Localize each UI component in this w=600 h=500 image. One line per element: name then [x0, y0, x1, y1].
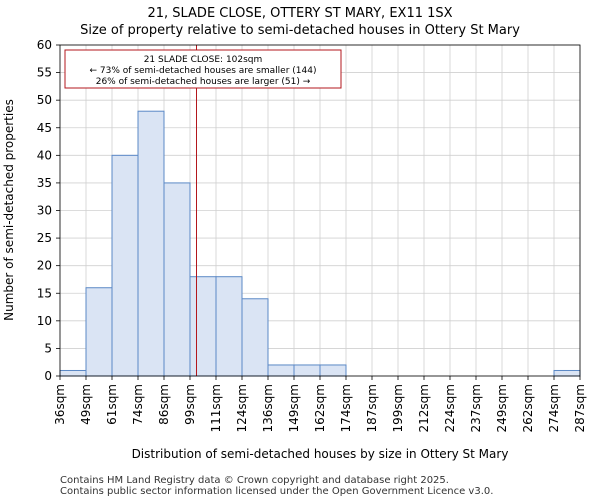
bar: [59, 369, 87, 377]
x-tick-label: 149sqm: [287, 384, 301, 432]
y-tick-label: 55: [37, 66, 52, 80]
y-tick-label: 20: [37, 259, 52, 273]
chart-subtitle: Size of property relative to semi-detach…: [80, 23, 520, 38]
bar: [319, 364, 347, 377]
x-tick-label: 212sqm: [417, 384, 431, 432]
x-tick-label: 249sqm: [495, 384, 509, 432]
bar: [267, 364, 295, 377]
x-tick-label: 187sqm: [365, 384, 379, 432]
bar: [189, 276, 217, 377]
x-tick-label: 224sqm: [443, 384, 457, 432]
bar: [553, 369, 581, 377]
x-tick-label: 199sqm: [391, 384, 405, 432]
y-axis-label: Number of semi-detached properties: [2, 99, 16, 321]
bar: [241, 298, 269, 377]
chart-title: 21, SLADE CLOSE, OTTERY ST MARY, EX11 1S…: [147, 6, 452, 21]
y-tick-label: 35: [37, 176, 52, 190]
x-tick-label: 136sqm: [261, 384, 275, 432]
x-ticks: 36sqm 49sqm 61sqm 74sqm 86sqm 99sqm 111sqm 124s…: [53, 376, 587, 432]
y-tick-label: 50: [37, 93, 52, 107]
x-tick-label: 36sqm: [53, 384, 67, 425]
y-tick-label: 10: [37, 314, 52, 328]
bar: [293, 364, 321, 377]
bar: [137, 110, 165, 377]
y-tick-label: 30: [37, 204, 52, 218]
annotation-line-1: 21 SLADE CLOSE: 102sqm: [144, 55, 263, 65]
x-tick-label: 61sqm: [105, 384, 119, 425]
x-tick-label: 237sqm: [469, 384, 483, 432]
x-tick-label: 111sqm: [209, 384, 223, 432]
bar: [163, 182, 191, 377]
bar: [111, 154, 139, 377]
y-tick-label: 0: [44, 369, 52, 383]
bar: [85, 287, 113, 377]
footer-line-2: Contains public sector information licen…: [60, 486, 493, 497]
x-axis-label: Distribution of semi-detached houses by …: [132, 447, 509, 461]
x-tick-label: 86sqm: [157, 384, 171, 425]
x-tick-label: 49sqm: [79, 384, 93, 425]
annotation-line-3: 26% of semi-detached houses are larger (…: [96, 77, 311, 87]
y-tick-label: 40: [37, 148, 52, 162]
x-tick-label: 99sqm: [183, 384, 197, 425]
bars: [59, 110, 581, 377]
x-tick-label: 124sqm: [235, 384, 249, 432]
x-tick-label: 174sqm: [339, 384, 353, 432]
x-tick-label: 287sqm: [573, 384, 587, 432]
y-tick-label: 5: [44, 341, 52, 355]
y-tick-label: 60: [37, 38, 52, 52]
footer-line-1: Contains HM Land Registry data © Crown c…: [60, 475, 449, 486]
x-tick-label: 274sqm: [547, 384, 561, 432]
bar: [215, 276, 243, 377]
y-ticks: 0 5 10 15 20 25 30 35 40 45 50 55 60: [37, 38, 60, 383]
x-tick-label: 74sqm: [131, 384, 145, 425]
y-tick-label: 45: [37, 121, 52, 135]
y-tick-label: 15: [37, 286, 52, 300]
annotation-box: 21 SLADE CLOSE: 102sqm ← 73% of semi-det…: [64, 49, 342, 89]
y-tick-label: 25: [37, 231, 52, 245]
annotation-line-2: ← 73% of semi-detached houses are smalle…: [90, 66, 317, 76]
x-tick-label: 262sqm: [521, 384, 535, 432]
x-tick-label: 162sqm: [313, 384, 327, 432]
